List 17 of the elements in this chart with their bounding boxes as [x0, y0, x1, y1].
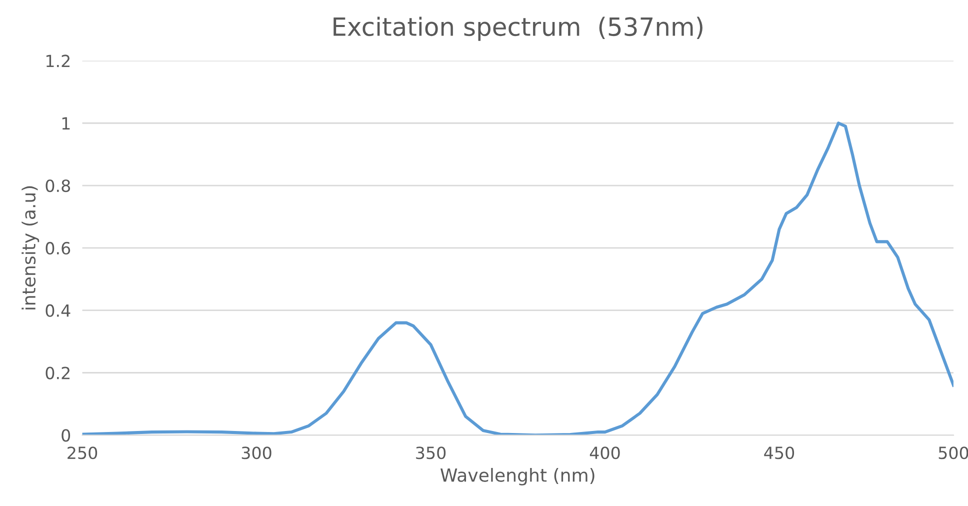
chart-title: Excitation spectrum (537nm) [334, 16, 702, 41]
y-tick-label: 0.2 [46, 366, 70, 380]
x-tick-label: 450 [764, 446, 794, 460]
y-tick-label: 0.6 [46, 242, 70, 255]
y-tick-label: 0.4 [46, 304, 70, 317]
x-tick-label: 250 [68, 446, 98, 460]
y-tick-label: 0.8 [46, 179, 70, 192]
y-tick-label: 1 [62, 117, 70, 130]
x-axis-title: Wavelenght (nm) [440, 468, 594, 486]
x-tick-label: 350 [416, 446, 446, 460]
x-tick-label: 500 [938, 446, 968, 460]
y-tick-label: 1.2 [46, 54, 70, 68]
x-tick-label: 300 [242, 446, 272, 460]
line-series [82, 122, 954, 436]
y-axis-title: intensity (a.u) [22, 186, 40, 310]
x-tick-label: 400 [590, 446, 620, 460]
y-tick-label: 0 [62, 429, 70, 442]
